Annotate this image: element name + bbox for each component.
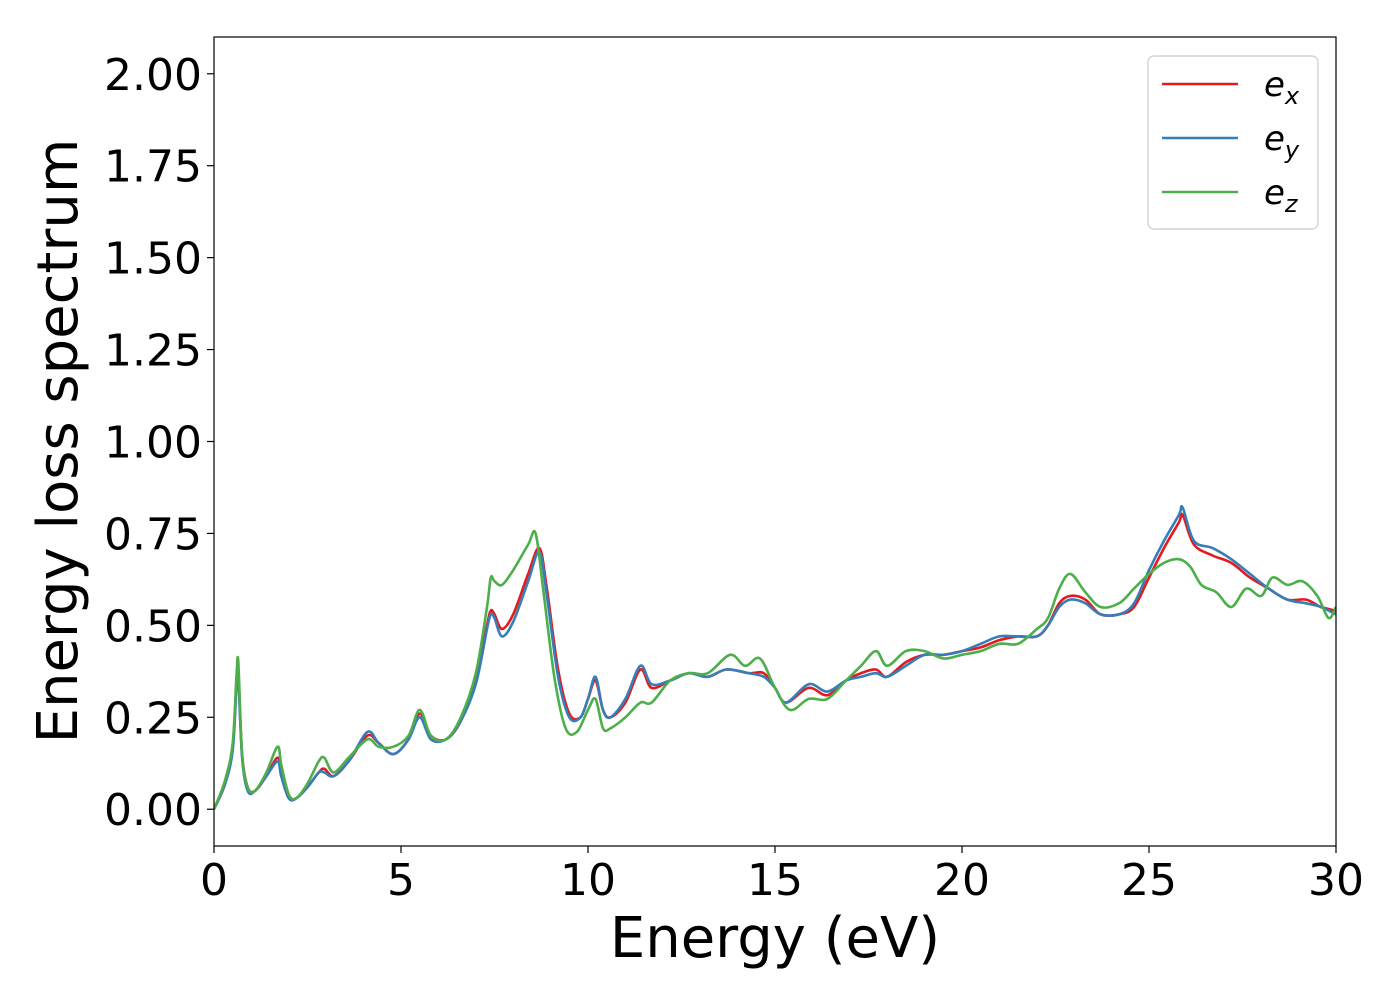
legend-label-subscript: y (1284, 136, 1300, 164)
x-tick-label: 10 (560, 855, 616, 906)
series-line-y (214, 504, 1336, 810)
x-axis: 0 5 10 15 20 25 30 (200, 846, 1364, 906)
legend-label-z: ez (1264, 173, 1299, 218)
legend-label-main: e (1264, 65, 1285, 105)
y-axis-label: Energy loss spectrum (26, 139, 91, 744)
y-tick-label: 1.25 (104, 326, 202, 377)
legend-label-x: ex (1264, 65, 1300, 110)
series-layer (214, 504, 1336, 810)
legend-label-subscript: z (1284, 190, 1299, 218)
legend-label-main: e (1264, 119, 1285, 159)
x-tick-label: 15 (747, 855, 803, 906)
x-tick-label: 0 (200, 855, 228, 906)
x-tick-label: 25 (1121, 855, 1177, 906)
y-tick-label: 0.50 (104, 601, 202, 652)
legend-label-subscript: x (1284, 82, 1300, 110)
y-tick-label: 1.75 (104, 142, 202, 193)
y-tick-label: 1.50 (104, 234, 202, 285)
x-axis-label: Energy (eV) (610, 906, 940, 971)
y-tick-label: 2.00 (104, 50, 202, 101)
x-tick-label: 30 (1308, 855, 1364, 906)
x-tick-label: 5 (387, 855, 415, 906)
x-tick-label: 20 (934, 855, 990, 906)
legend-label-y: ey (1264, 119, 1300, 164)
legend-label-main: e (1264, 173, 1285, 213)
y-tick-label: 0.00 (104, 785, 202, 836)
series-line-z (214, 529, 1336, 810)
y-axis: 0.00 0.25 0.50 0.75 1.00 1.25 1.50 1.75 2.00 (104, 50, 214, 836)
y-tick-label: 0.75 (104, 509, 202, 560)
legend-box (1147, 55, 1319, 230)
y-tick-label: 0.25 (104, 693, 202, 744)
y-tick-label: 1.00 (104, 418, 202, 469)
